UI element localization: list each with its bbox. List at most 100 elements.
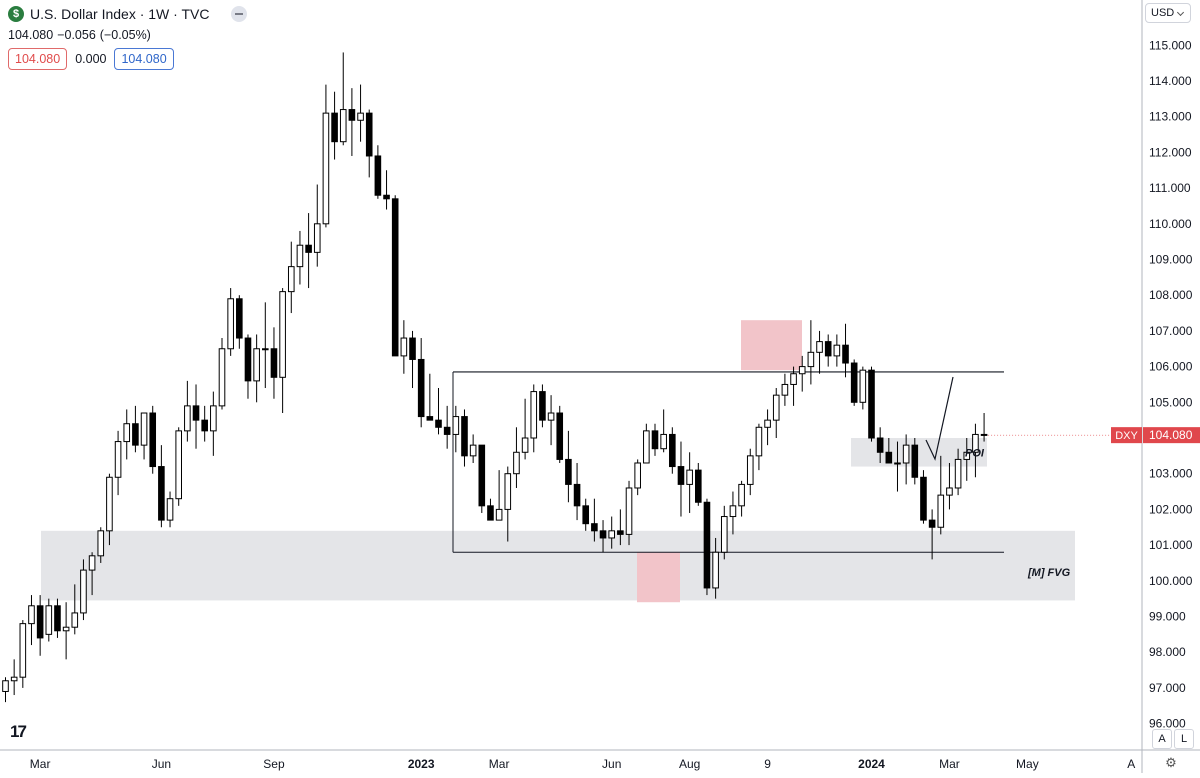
log-scale-button[interactable]: L — [1174, 729, 1194, 749]
candle-bull — [625, 487, 633, 535]
candle-bear — [651, 430, 659, 450]
candle-bull — [755, 426, 763, 457]
candle-bull — [764, 419, 771, 428]
price-tick-label: 98.000 — [1149, 645, 1186, 659]
time-tick-label: Jun — [602, 757, 621, 771]
time-tick-label: Mar — [489, 757, 510, 771]
symbol-tag — [1111, 427, 1142, 444]
candle-bull — [513, 451, 520, 475]
price-tick-label: 102.000 — [1149, 502, 1193, 516]
time-tick-label: 2024 — [858, 757, 885, 771]
time-tick-label: May — [1016, 757, 1039, 771]
candle-bull — [322, 112, 330, 225]
candle-bear — [132, 423, 139, 446]
price-tick-label: 115.000 — [1149, 38, 1192, 52]
tradingview-logo[interactable]: 17 — [10, 722, 27, 741]
candle-bear — [305, 244, 312, 253]
sweep-high-zone — [741, 320, 802, 371]
candle-bull — [634, 462, 641, 489]
candle-bull — [97, 530, 105, 557]
candle-bear — [695, 469, 702, 503]
candle-bull — [963, 451, 971, 460]
candle-bull — [313, 223, 321, 253]
candle-bear — [669, 433, 676, 468]
candle-bear — [383, 194, 390, 200]
spread-value: 0.000 — [75, 52, 107, 66]
candle-bull — [106, 476, 113, 532]
candle-bull — [253, 348, 260, 382]
candle-bear — [928, 519, 936, 528]
candle-bull — [80, 569, 87, 614]
collapse-legend-icon[interactable] — [231, 6, 248, 22]
candle-bull — [937, 494, 945, 528]
price-tick-label: 110.000 — [1149, 217, 1192, 231]
candle-bull — [643, 430, 650, 464]
time-axis[interactable]: Mar Jun Sep 2023 Mar Jun Aug 9 2024 Mar May A — [30, 757, 1136, 771]
candle-bear — [582, 505, 590, 525]
symbol-title[interactable]: U.S. Dollar Index · 1W · TVC — [30, 6, 210, 22]
candle-bull — [686, 469, 693, 485]
candle-bull — [712, 551, 719, 589]
candle-bull — [28, 605, 35, 625]
price-tick-label: 108.000 — [1149, 288, 1193, 302]
dollar-logo-icon: $ — [8, 6, 24, 22]
candle-bear — [599, 530, 607, 539]
candle-bull — [114, 441, 122, 478]
candle-bear — [911, 444, 919, 478]
sell-price-button[interactable]: 104.080 — [8, 48, 68, 70]
candle-bull — [894, 462, 901, 465]
time-tick-label: Jun — [152, 757, 171, 771]
candle-bear — [426, 416, 434, 421]
candle-bear — [885, 451, 893, 464]
time-tick-label: Sep — [263, 757, 285, 771]
candle-bear — [244, 337, 252, 382]
candle-bull — [2, 680, 9, 692]
chart-legend-header: $ U.S. Dollar Index · 1W · TVC — [8, 6, 248, 22]
symbol-tag-label: DXY — [1115, 430, 1138, 442]
auto-scale-button[interactable]: A — [1152, 729, 1172, 749]
candle-bear — [565, 458, 572, 485]
candle-bull — [175, 430, 182, 500]
time-tick-label: A — [1127, 757, 1135, 771]
candle-bull — [504, 473, 512, 510]
candle-bear — [331, 112, 338, 143]
candle-bull — [859, 369, 867, 403]
price-tick-label: 106.000 — [1149, 360, 1193, 374]
candle-bull — [972, 433, 979, 453]
buy-price-button[interactable]: 104.080 — [114, 48, 174, 70]
candle-bull — [772, 394, 780, 421]
candle-bear — [36, 605, 44, 639]
gear-icon[interactable]: ⚙ — [1165, 755, 1177, 770]
candle-bear — [54, 605, 61, 632]
candle-bull — [339, 109, 347, 143]
candle-bull — [660, 433, 667, 450]
bid-ask-row: 104.080 0.000 104.080 — [8, 48, 174, 70]
candle-bear — [236, 298, 243, 339]
candle-bull — [88, 555, 96, 571]
price-axis[interactable]: 115.000 114.000 113.000 112.000 111.000 110.0… — [1149, 38, 1193, 730]
price-tick-label: 107.000 — [1149, 324, 1193, 338]
candle-bear — [461, 416, 468, 457]
candle-bull — [218, 348, 226, 407]
last-price-tag-label: 104.080 — [1149, 428, 1193, 442]
candle-bear — [270, 348, 278, 378]
candle-bull — [816, 341, 823, 353]
candle-bear — [591, 523, 598, 532]
price-change: −0.056 — [57, 28, 96, 42]
sweep-low-zone — [637, 552, 680, 603]
candle-bear — [920, 476, 927, 521]
candle-bear — [391, 198, 399, 357]
price-tick-label: 111.000 — [1149, 181, 1191, 195]
candle-bull — [495, 508, 503, 521]
candle-bear — [556, 412, 564, 460]
candle-bull — [287, 266, 295, 293]
candle-bull — [357, 112, 364, 121]
currency-selector[interactable]: USD — [1145, 3, 1191, 23]
price-tick-label: 112.000 — [1149, 145, 1192, 159]
candle-bear — [435, 419, 442, 428]
price-tick-label: 105.000 — [1149, 395, 1193, 409]
candle-bull — [807, 351, 815, 368]
candle-bear — [677, 466, 685, 485]
